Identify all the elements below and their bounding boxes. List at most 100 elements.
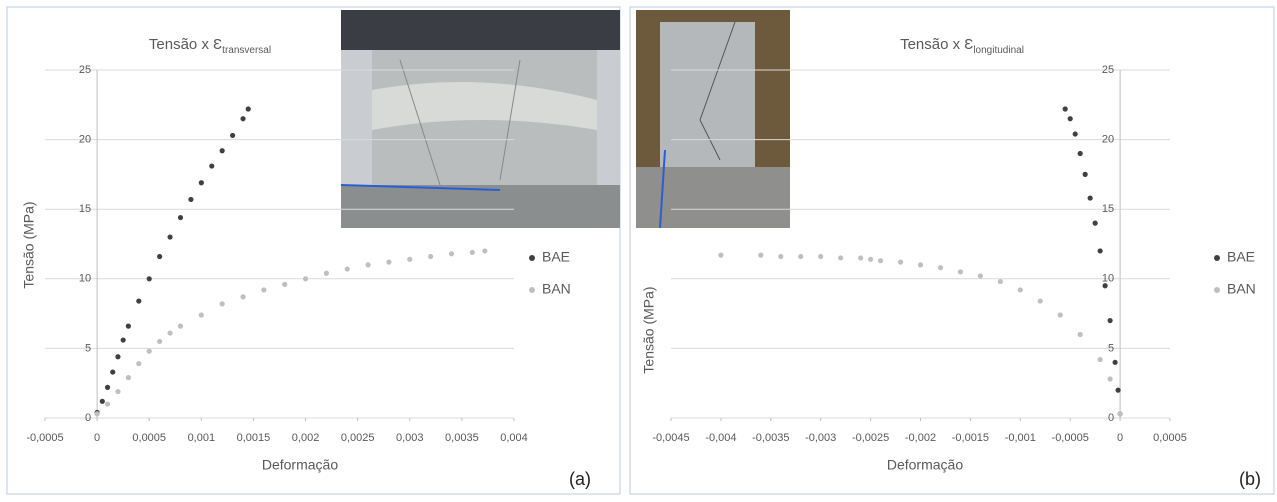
data-point — [1113, 360, 1118, 365]
data-point — [1098, 357, 1103, 362]
x-tick-label: 0,0005 — [1153, 432, 1187, 444]
x-axis-title: Deformação — [887, 457, 963, 473]
data-point — [147, 276, 152, 281]
data-point — [1108, 318, 1113, 323]
x-tick-label: -0,003 — [805, 432, 836, 444]
y-tick-label: 25 — [1102, 64, 1114, 76]
photo — [341, 10, 620, 228]
data-point — [1068, 116, 1073, 121]
y-tick-label: 20 — [1102, 134, 1114, 146]
data-point — [178, 215, 183, 220]
data-point — [818, 254, 823, 259]
data-point — [136, 361, 141, 366]
data-point — [209, 163, 214, 168]
data-point — [100, 399, 105, 404]
x-tick-label: 0,0015 — [237, 432, 271, 444]
title-subscript: transversal — [222, 45, 271, 56]
data-point — [240, 294, 245, 299]
data-point — [147, 349, 152, 354]
x-tick-label: 0,004 — [500, 432, 528, 444]
photo — [636, 10, 790, 228]
title-text: Tensão x Ɛ — [149, 36, 222, 53]
data-point — [386, 259, 391, 264]
data-point — [220, 148, 225, 153]
x-tick-label: -0,0005 — [1052, 432, 1089, 444]
legend-marker — [1214, 287, 1220, 293]
x-tick-label: -0,0015 — [952, 432, 989, 444]
data-point — [157, 339, 162, 344]
data-point — [220, 301, 225, 306]
data-point — [1083, 172, 1088, 177]
panel-label: (b) — [1239, 469, 1261, 489]
chart-title: Tensão x Ɛlongitudinal — [900, 36, 1024, 56]
x-tick-label: 0,002 — [292, 432, 320, 444]
legend-label: BAE — [1227, 249, 1255, 265]
x-tick-label: -0,0045 — [652, 432, 689, 444]
y-tick-label: 20 — [79, 134, 91, 146]
data-point — [1018, 287, 1023, 292]
legend-label: BAN — [542, 281, 571, 297]
data-point — [115, 389, 120, 394]
x-tick-label: 0 — [1117, 432, 1123, 444]
data-point — [428, 254, 433, 259]
data-point — [718, 253, 723, 258]
x-tick-label: 0 — [94, 432, 100, 444]
y-tick-label: 0 — [85, 412, 91, 424]
data-point — [1088, 195, 1093, 200]
x-tick-label: 0,0005 — [132, 432, 166, 444]
y-axis-title: Tensão (MPa) — [641, 286, 657, 373]
data-point — [136, 298, 141, 303]
data-point — [199, 312, 204, 317]
data-point — [470, 250, 475, 255]
data-point — [918, 262, 923, 267]
panel-label: (a) — [569, 469, 591, 489]
data-point — [324, 271, 329, 276]
x-tick-label: -0,0005 — [26, 432, 63, 444]
title-text: Tensão x Ɛ — [900, 36, 973, 53]
data-point — [365, 262, 370, 267]
y-axis-title: Tensão (MPa) — [21, 201, 37, 288]
x-tick-label: -0,001 — [1005, 432, 1036, 444]
data-point — [858, 255, 863, 260]
data-point — [188, 197, 193, 202]
title-subscript: longitudinal — [973, 45, 1024, 56]
data-point — [167, 330, 172, 335]
x-tick-label: 0,001 — [188, 432, 216, 444]
data-point — [345, 266, 350, 271]
y-tick-label: 5 — [1108, 342, 1114, 354]
chart-title: Tensão x Ɛtransversal — [149, 36, 271, 56]
data-point — [115, 354, 120, 359]
data-point — [778, 254, 783, 259]
data-point — [998, 279, 1003, 284]
y-tick-label: 10 — [1102, 273, 1114, 285]
data-point — [938, 265, 943, 270]
data-point — [240, 116, 245, 121]
data-point — [261, 287, 266, 292]
x-axis-title: Deformação — [262, 457, 338, 473]
data-point — [958, 269, 963, 274]
data-point — [898, 259, 903, 264]
y-tick-label: 25 — [79, 64, 91, 76]
data-point — [1116, 388, 1121, 393]
data-point — [110, 369, 115, 374]
data-point — [1073, 131, 1078, 136]
data-point — [1103, 283, 1108, 288]
figure: Tensão x Ɛtransversal0510152025-0,000500… — [0, 0, 1277, 497]
y-tick-label: 15 — [79, 203, 91, 215]
data-point — [1058, 312, 1063, 317]
y-tick-label: 5 — [85, 342, 91, 354]
legend-marker — [529, 287, 535, 293]
x-tick-label: 0,0035 — [445, 432, 479, 444]
legend-marker — [1214, 255, 1220, 261]
data-point — [126, 375, 131, 380]
data-point — [868, 257, 873, 262]
x-tick-label: -0,0025 — [852, 432, 889, 444]
data-point — [1108, 376, 1113, 381]
x-tick-label: 0,0025 — [341, 432, 375, 444]
x-tick-label: 0,003 — [396, 432, 424, 444]
data-point — [407, 257, 412, 262]
data-point — [167, 234, 172, 239]
legend-label: BAE — [542, 249, 570, 265]
data-point — [157, 254, 162, 259]
y-tick-label: 10 — [79, 273, 91, 285]
